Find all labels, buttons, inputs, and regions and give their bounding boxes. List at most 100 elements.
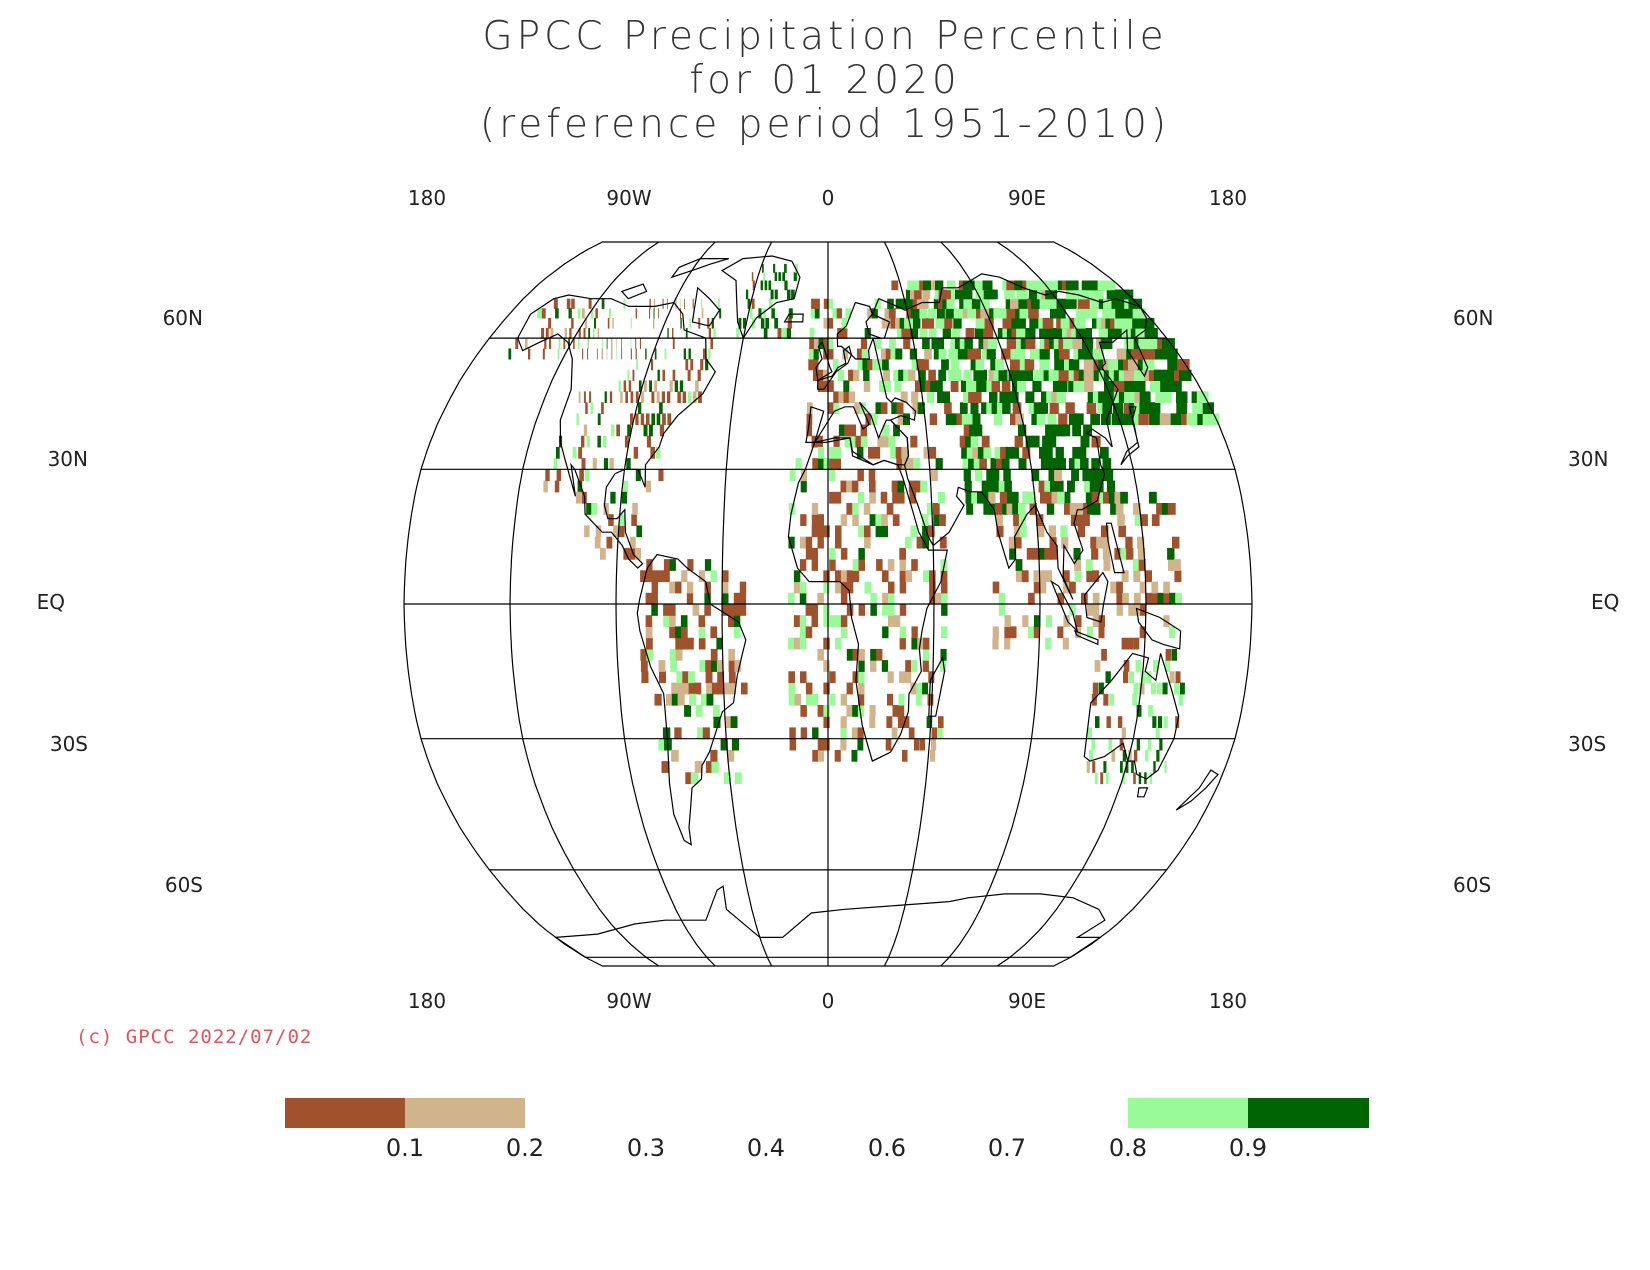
percentile-cell: [895, 348, 903, 360]
percentile-cell: [913, 317, 921, 329]
percentile-cell: [1089, 480, 1098, 493]
percentile-cell: [1061, 536, 1069, 549]
percentile-cell: [685, 328, 688, 339]
percentile-cell: [1030, 348, 1040, 360]
percentile-cell: [967, 413, 976, 426]
percentile-cell: [630, 348, 632, 360]
percentile-cell: [1120, 547, 1128, 560]
percentile-cell: [1141, 317, 1155, 329]
percentile-cell: [550, 328, 554, 339]
percentile-cell: [646, 637, 653, 650]
percentile-cell: [667, 413, 672, 426]
percentile-cell: [1013, 369, 1023, 381]
percentile-cell: [788, 592, 795, 605]
percentile-cell: [1068, 458, 1078, 470]
percentile-cell: [1028, 491, 1036, 504]
percentile-cell: [875, 525, 883, 538]
percentile-cell: [1040, 458, 1050, 470]
percentile-cell: [1126, 547, 1134, 560]
percentile-cell: [746, 289, 749, 300]
map-title-line-1: GPCC Precipitation Percentile: [482, 14, 1168, 59]
percentile-cell: [888, 581, 895, 594]
percentile-cell: [852, 570, 860, 583]
percentile-cell: [705, 359, 709, 371]
percentile-cell: [1062, 491, 1071, 504]
percentile-cell: [1081, 503, 1089, 515]
percentile-cell: [1208, 413, 1220, 426]
percentile-cell: [881, 317, 889, 329]
percentile-cell: [1174, 570, 1182, 583]
percentile-cell: [880, 491, 888, 504]
percentile-cell: [842, 348, 849, 360]
percentile-cell: [888, 592, 895, 605]
percentile-cell: [1012, 380, 1021, 392]
percentile-cell: [1160, 391, 1172, 403]
percentile-cell: [711, 317, 714, 329]
percentile-cell: [592, 503, 598, 515]
percentile-cell: [840, 626, 848, 639]
percentile-cell: [653, 317, 655, 329]
percentile-cell: [942, 328, 951, 339]
percentile-cell: [799, 559, 807, 571]
percentile-cell: [846, 581, 854, 594]
percentile-cell: [857, 705, 865, 717]
percentile-cell: [846, 682, 853, 695]
percentile-cell: [1065, 289, 1079, 300]
percentile-cell: [568, 308, 572, 319]
percentile-cell: [1122, 772, 1125, 785]
percentile-cell: [832, 359, 839, 371]
percentile-cell: [1027, 626, 1035, 639]
percentile-cell: [685, 359, 689, 371]
percentile-cell: [778, 272, 781, 282]
percentile-cell: [910, 435, 918, 448]
percentile-cell: [892, 491, 899, 504]
percentile-cell: [1011, 491, 1019, 504]
percentile-cell: [900, 391, 908, 403]
percentile-cell: [658, 671, 666, 684]
percentile-cell: [1102, 308, 1115, 319]
percentile-cell: [948, 369, 957, 381]
percentile-cell: [1092, 503, 1101, 515]
percentile-cell: [907, 458, 915, 470]
percentile-cell: [1102, 547, 1110, 560]
percentile-cell: [1122, 413, 1133, 426]
percentile-cell: [950, 359, 959, 371]
percentile-cell: [961, 446, 969, 459]
percentile-cell: [1163, 592, 1171, 605]
percentile-cell: [993, 369, 1003, 381]
percentile-cell: [840, 727, 847, 740]
percentile-cell: [698, 615, 706, 627]
percentile-cell: [944, 402, 952, 414]
percentile-cell: [800, 469, 807, 482]
percentile-cell: [860, 338, 868, 350]
percentile-cell: [1057, 592, 1065, 605]
percentile-cell: [698, 391, 702, 403]
percentile-cell: [1086, 402, 1097, 414]
percentile-cell: [1128, 402, 1139, 414]
percentile-cell: [948, 348, 957, 360]
percentile-cell: [895, 446, 903, 459]
percentile-cell: [663, 615, 670, 627]
percentile-cell: [675, 637, 682, 650]
percentile-cell: [588, 298, 592, 309]
percentile-cell: [873, 446, 881, 459]
percentile-cell: [537, 308, 542, 319]
percentile-cell: [787, 289, 791, 300]
percentile-cell: [611, 338, 613, 350]
percentile-cell: [1140, 604, 1147, 616]
percentile-cell: [789, 727, 796, 740]
percentile-cell: [858, 604, 866, 616]
percentile-cell: [697, 369, 701, 381]
percentile-cell: [1144, 402, 1156, 414]
percentile-cell: [793, 637, 801, 650]
percentile-cell: [1048, 469, 1057, 482]
percentile-cell: [829, 469, 836, 482]
percentile-cell: [720, 738, 728, 751]
percentile-cell: [1100, 525, 1109, 538]
percentile-cell: [1073, 547, 1081, 560]
percentile-cell: [938, 369, 947, 381]
percentile-cell: [661, 391, 665, 403]
percentile-cell: [1041, 391, 1051, 403]
percentile-cell: [679, 380, 684, 392]
percentile-cell: [966, 503, 974, 515]
